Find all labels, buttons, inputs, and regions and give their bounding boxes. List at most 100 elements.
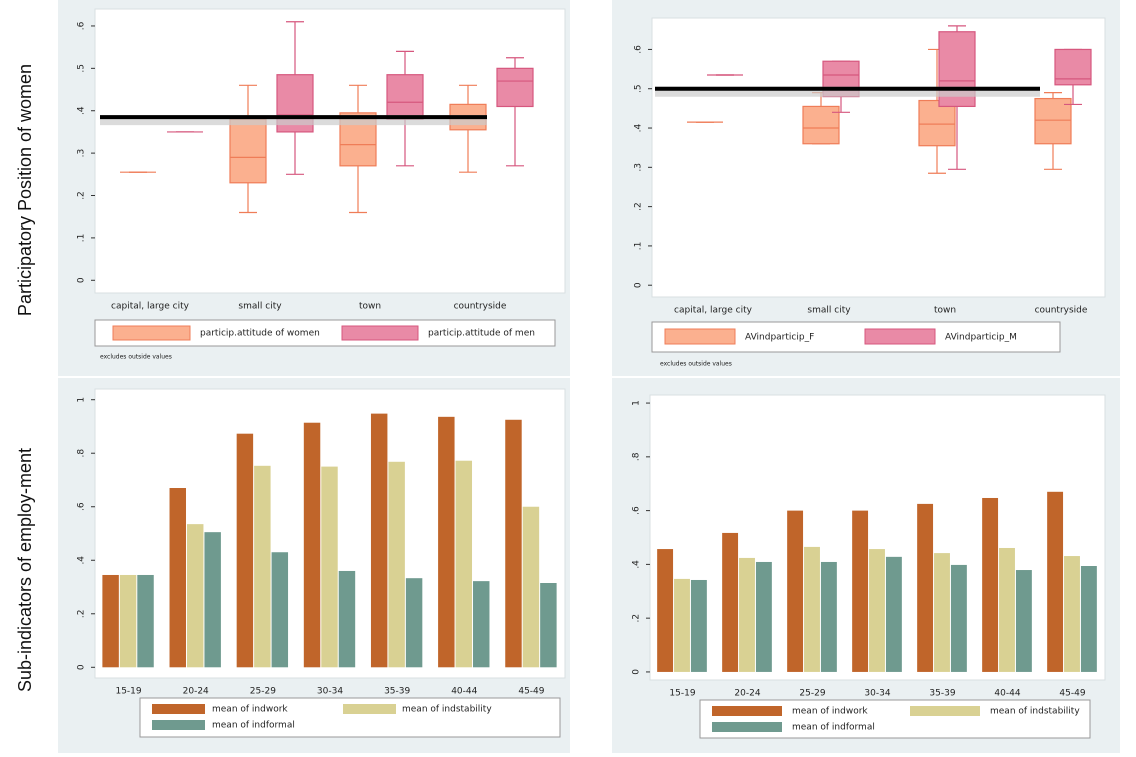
plot-area	[94, 8, 566, 294]
bar	[169, 488, 186, 668]
y-tick-label: .3	[77, 149, 87, 158]
bar	[505, 419, 522, 668]
bar	[236, 433, 254, 668]
x-tick-label: 35-39	[929, 689, 955, 699]
x-tick-label: small city	[807, 306, 851, 316]
bar	[1047, 491, 1064, 672]
x-tick-label: 40-44	[451, 687, 477, 697]
x-tick-label: capital, large city	[111, 302, 190, 312]
y-tick-label: 0	[77, 277, 87, 283]
x-tick-label: countryside	[454, 302, 507, 312]
bar	[755, 561, 772, 672]
y-tick-label: 1	[632, 400, 642, 406]
box	[918, 99, 956, 147]
y-tick-label: .1	[77, 234, 87, 243]
bar	[254, 465, 271, 668]
bar	[370, 413, 388, 668]
legend-label: mean of indstability	[990, 707, 1080, 717]
legend-swatch	[664, 328, 736, 345]
bar	[137, 574, 154, 668]
legend-label: mean of indwork	[212, 705, 288, 715]
bar	[473, 581, 490, 668]
legend-swatch	[910, 706, 980, 716]
legend-swatch	[712, 706, 782, 716]
x-tick-label: 15-19	[115, 687, 141, 697]
legend-box	[139, 697, 561, 738]
legend-swatch	[112, 325, 191, 341]
bar	[338, 570, 356, 668]
bar	[722, 532, 739, 672]
bar	[739, 557, 755, 672]
x-tick-label: 45-49	[1059, 689, 1085, 699]
y-tick-label: .2	[77, 609, 87, 618]
x-tick-label: small city	[238, 302, 282, 312]
bar	[999, 547, 1015, 672]
bar	[204, 532, 221, 668]
x-tick-label: 30-34	[317, 687, 343, 697]
box	[1034, 97, 1072, 145]
x-tick-label: 25-29	[250, 687, 276, 697]
x-tick-label: countryside	[1035, 306, 1088, 316]
bar	[540, 583, 557, 668]
y-tick-label: .2	[632, 614, 642, 623]
y-tick-label: .8	[77, 449, 87, 458]
y-tick-label: .6	[77, 21, 87, 30]
y-tick-label: .4	[634, 123, 644, 132]
y-tick-label: 0	[632, 669, 642, 675]
bar	[102, 574, 119, 668]
legend-label: mean of indstability	[402, 705, 492, 715]
bar	[657, 549, 674, 672]
y-tick-label: .8	[632, 452, 642, 461]
y-tick-label: 0	[77, 664, 87, 670]
y-tick-label: .3	[634, 163, 644, 172]
y-tick-label: .4	[632, 560, 642, 569]
side-label: Participatory Position of women	[15, 64, 35, 316]
y-tick-label: .4	[77, 556, 87, 565]
bar	[405, 578, 423, 668]
legend-label: AVindparticip_M	[945, 333, 1017, 343]
bar	[820, 561, 837, 672]
legend-swatch	[343, 704, 396, 714]
bar	[321, 466, 338, 668]
bar	[787, 510, 804, 672]
y-tick-label: 0	[634, 282, 644, 288]
legend-label: AVindparticip_F	[745, 333, 814, 343]
bar	[674, 578, 690, 672]
bar	[271, 552, 289, 668]
legend-label: mean of indwork	[792, 707, 868, 717]
y-tick-label: .5	[77, 64, 87, 73]
legend-swatch	[341, 325, 419, 341]
x-tick-label: 40-44	[994, 689, 1020, 699]
x-tick-label: capital, large city	[674, 306, 753, 316]
x-tick-label: 35-39	[384, 687, 410, 697]
note: excludes outside values	[100, 354, 172, 361]
y-tick-label: .2	[77, 191, 87, 200]
bar	[388, 461, 405, 668]
y-tick-label: .6	[77, 502, 87, 511]
legend-swatch	[712, 722, 782, 732]
bar	[917, 503, 934, 672]
bar	[950, 564, 967, 672]
bar	[690, 579, 707, 672]
bar	[303, 422, 321, 668]
y-tick-label: .1	[634, 242, 644, 251]
y-tick-label: 1	[77, 397, 87, 403]
legend-swatch	[152, 720, 205, 730]
legend-label: mean of indformal	[792, 723, 875, 733]
x-tick-label: town	[359, 302, 381, 312]
x-tick-label: 15-19	[669, 689, 695, 699]
legend-label: mean of indformal	[212, 721, 295, 731]
box	[496, 67, 534, 108]
bar	[186, 524, 204, 668]
legend-label: particip.attitude of women	[200, 329, 320, 339]
bar	[1080, 566, 1097, 672]
x-tick-label: town	[934, 306, 956, 316]
x-tick-label: 25-29	[799, 689, 825, 699]
y-tick-label: .4	[77, 106, 87, 115]
bar	[438, 416, 455, 668]
bar	[804, 546, 820, 672]
legend-swatch	[152, 704, 205, 714]
y-tick-label: .6	[634, 45, 644, 54]
